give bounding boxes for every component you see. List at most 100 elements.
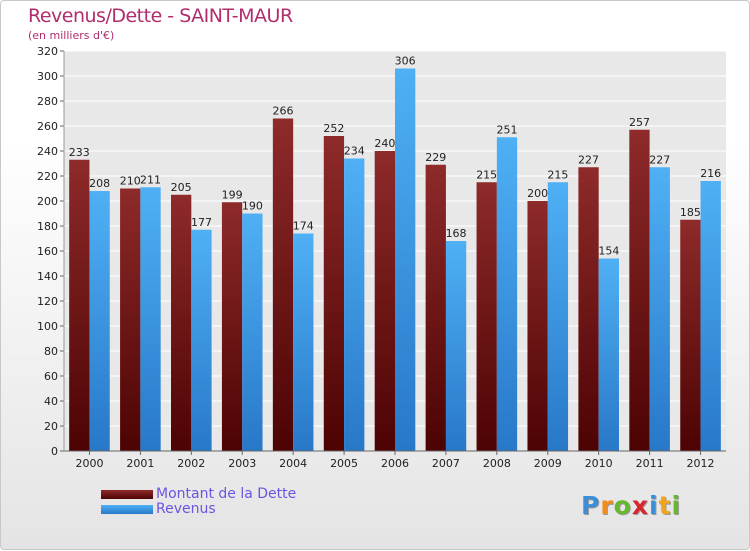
data-label: 190 bbox=[242, 200, 263, 213]
data-label: 306 bbox=[395, 55, 416, 68]
x-tick-label: 2000 bbox=[75, 457, 103, 470]
logo-letter: r bbox=[600, 491, 614, 520]
bar-revenus bbox=[496, 137, 518, 451]
data-label: 227 bbox=[578, 153, 599, 166]
bar-dette bbox=[374, 151, 395, 451]
x-axis-ticks: 2000 2001 2002 2003 2004 2005 2006 2007 2008 2009… bbox=[75, 451, 715, 470]
data-label: 252 bbox=[323, 122, 344, 135]
data-label: 210 bbox=[120, 175, 141, 188]
bar-dette bbox=[120, 188, 141, 451]
bar-dette bbox=[680, 219, 701, 451]
logo-letter: o bbox=[613, 491, 632, 520]
data-label: 168 bbox=[446, 227, 467, 240]
bar-dette bbox=[171, 194, 192, 451]
bar-dette bbox=[578, 167, 599, 451]
y-tick-label: 160 bbox=[37, 245, 58, 258]
x-tick-label: 2011 bbox=[636, 457, 664, 470]
legend-label-revenus: Revenus bbox=[156, 501, 216, 517]
logo-letter: P bbox=[581, 491, 601, 520]
proxiti-logo: Proxiti bbox=[581, 491, 681, 520]
chart-title: Revenus/Dette - SAINT-MAUR bbox=[28, 5, 293, 27]
bar-revenus bbox=[547, 182, 569, 451]
bar-dette bbox=[629, 129, 650, 451]
data-label: 205 bbox=[171, 181, 192, 194]
bars bbox=[69, 68, 721, 451]
x-tick-label: 2002 bbox=[177, 457, 205, 470]
logo-letter: i bbox=[671, 491, 682, 520]
data-label: 177 bbox=[191, 216, 212, 229]
data-label: 154 bbox=[598, 245, 619, 258]
y-tick-label: 220 bbox=[37, 170, 58, 183]
x-tick-label: 2012 bbox=[687, 457, 715, 470]
x-tick-label: 2007 bbox=[432, 457, 460, 470]
y-tick-label: 100 bbox=[37, 320, 58, 333]
data-label: 227 bbox=[649, 153, 670, 166]
y-tick-label: 320 bbox=[37, 45, 58, 58]
y-tick-label: 60 bbox=[44, 370, 58, 383]
bar-dette bbox=[221, 202, 243, 451]
legend-swatch-revenus bbox=[101, 505, 153, 514]
bar-dette bbox=[425, 164, 446, 451]
y-tick-label: 20 bbox=[44, 420, 58, 433]
bar-revenus bbox=[700, 181, 721, 451]
data-label: 216 bbox=[700, 167, 721, 180]
data-label: 234 bbox=[344, 145, 365, 158]
data-label: 251 bbox=[496, 123, 517, 136]
data-label: 208 bbox=[89, 177, 110, 190]
x-tick-label: 2008 bbox=[483, 457, 511, 470]
bar-revenus bbox=[140, 187, 161, 451]
data-label: 215 bbox=[547, 168, 568, 181]
logo-letter: x bbox=[631, 491, 649, 520]
bar-revenus bbox=[598, 258, 619, 451]
data-label: 240 bbox=[374, 137, 395, 150]
y-tick-label: 200 bbox=[37, 195, 58, 208]
y-axis-ticks: 0 20 40 60 80 100 120 140 160 180 200 220 240 260 280 3… bbox=[37, 45, 64, 458]
bar-dette bbox=[323, 136, 345, 451]
y-tick-label: 300 bbox=[37, 70, 58, 83]
y-tick-label: 0 bbox=[51, 445, 58, 458]
chart-subtitle: (en milliers d'€) bbox=[28, 29, 115, 42]
legend-label-debt: Montant de la Dette bbox=[156, 486, 297, 502]
y-tick-label: 260 bbox=[37, 120, 58, 133]
y-tick-label: 80 bbox=[44, 345, 58, 358]
y-tick-label: 120 bbox=[37, 295, 58, 308]
bar-revenus bbox=[395, 68, 416, 451]
bar-dette bbox=[69, 159, 90, 451]
data-label: 257 bbox=[629, 116, 650, 129]
bar-dette bbox=[272, 118, 294, 451]
bar-dette bbox=[476, 182, 497, 451]
data-label: 233 bbox=[69, 146, 90, 159]
x-tick-label: 2009 bbox=[534, 457, 562, 470]
logo-letter: i bbox=[649, 491, 659, 520]
data-label: 266 bbox=[273, 105, 294, 118]
data-label: 215 bbox=[476, 168, 497, 181]
bar-revenus bbox=[344, 158, 365, 451]
bar-revenus bbox=[191, 229, 212, 451]
y-tick-label: 180 bbox=[37, 220, 58, 233]
bar-revenus bbox=[293, 233, 314, 451]
x-tick-label: 2003 bbox=[228, 457, 256, 470]
x-tick-label: 2010 bbox=[585, 457, 613, 470]
x-tick-label: 2004 bbox=[279, 457, 307, 470]
y-tick-label: 240 bbox=[37, 145, 58, 158]
x-tick-label: 2006 bbox=[381, 457, 409, 470]
bar-revenus bbox=[89, 191, 110, 451]
bar-revenus bbox=[445, 241, 467, 451]
data-label: 185 bbox=[680, 206, 701, 219]
data-label: 211 bbox=[140, 173, 161, 186]
data-label: 200 bbox=[527, 187, 548, 200]
data-label: 199 bbox=[222, 188, 243, 201]
y-tick-label: 140 bbox=[37, 270, 58, 283]
bar-revenus bbox=[242, 213, 263, 451]
x-tick-label: 2005 bbox=[330, 457, 358, 470]
bar-revenus bbox=[649, 167, 670, 451]
bar-dette bbox=[527, 201, 548, 451]
y-tick-label: 280 bbox=[37, 95, 58, 108]
y-tick-label: 40 bbox=[44, 395, 58, 408]
x-tick-label: 2001 bbox=[126, 457, 154, 470]
data-label: 229 bbox=[425, 151, 446, 164]
logo-letter: t bbox=[658, 491, 672, 520]
